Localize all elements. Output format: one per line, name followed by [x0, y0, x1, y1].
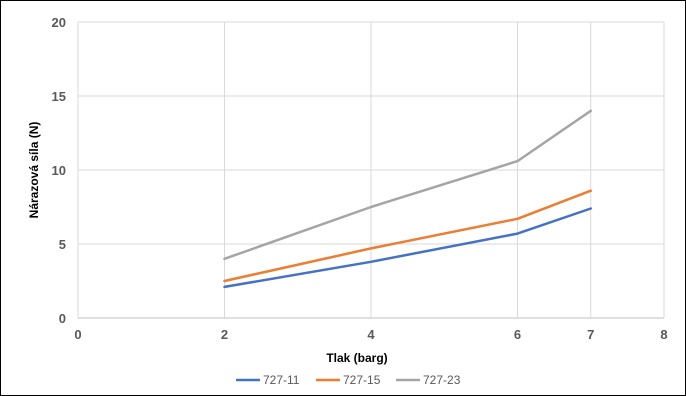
y-axis-ticks: 0 5 10 15 20 — [52, 15, 66, 326]
legend-label-727-23: 727-23 — [423, 373, 461, 387]
x-axis-title: Tlak (barg) — [326, 351, 387, 365]
series-line-727-11 — [223, 207, 593, 289]
series-line-727-15 — [223, 189, 593, 283]
gridlines — [77, 21, 665, 319]
series-line-727-23 — [223, 109, 593, 261]
y-tick-label: 5 — [59, 237, 66, 252]
series-lines — [223, 109, 593, 289]
legend-label-727-11: 727-11 — [263, 373, 300, 387]
x-tick-label: 4 — [367, 327, 375, 342]
x-tick-label: 2 — [221, 327, 228, 342]
legend: 727-11 727-15 727-23 — [236, 373, 461, 387]
y-tick-label: 20 — [52, 15, 66, 30]
y-tick-label: 10 — [52, 163, 66, 178]
x-tick-label: 8 — [660, 327, 667, 342]
y-axis-title: Nárazová síla (N) — [27, 122, 41, 219]
x-tick-label: 7 — [587, 327, 594, 342]
y-tick-label: 0 — [59, 311, 66, 326]
x-axis-ticks: 0 2 4 6 7 8 — [74, 327, 667, 342]
y-tick-label: 15 — [52, 89, 66, 104]
legend-label-727-15: 727-15 — [343, 373, 381, 387]
x-tick-label: 0 — [74, 327, 81, 342]
x-tick-label: 6 — [514, 327, 521, 342]
